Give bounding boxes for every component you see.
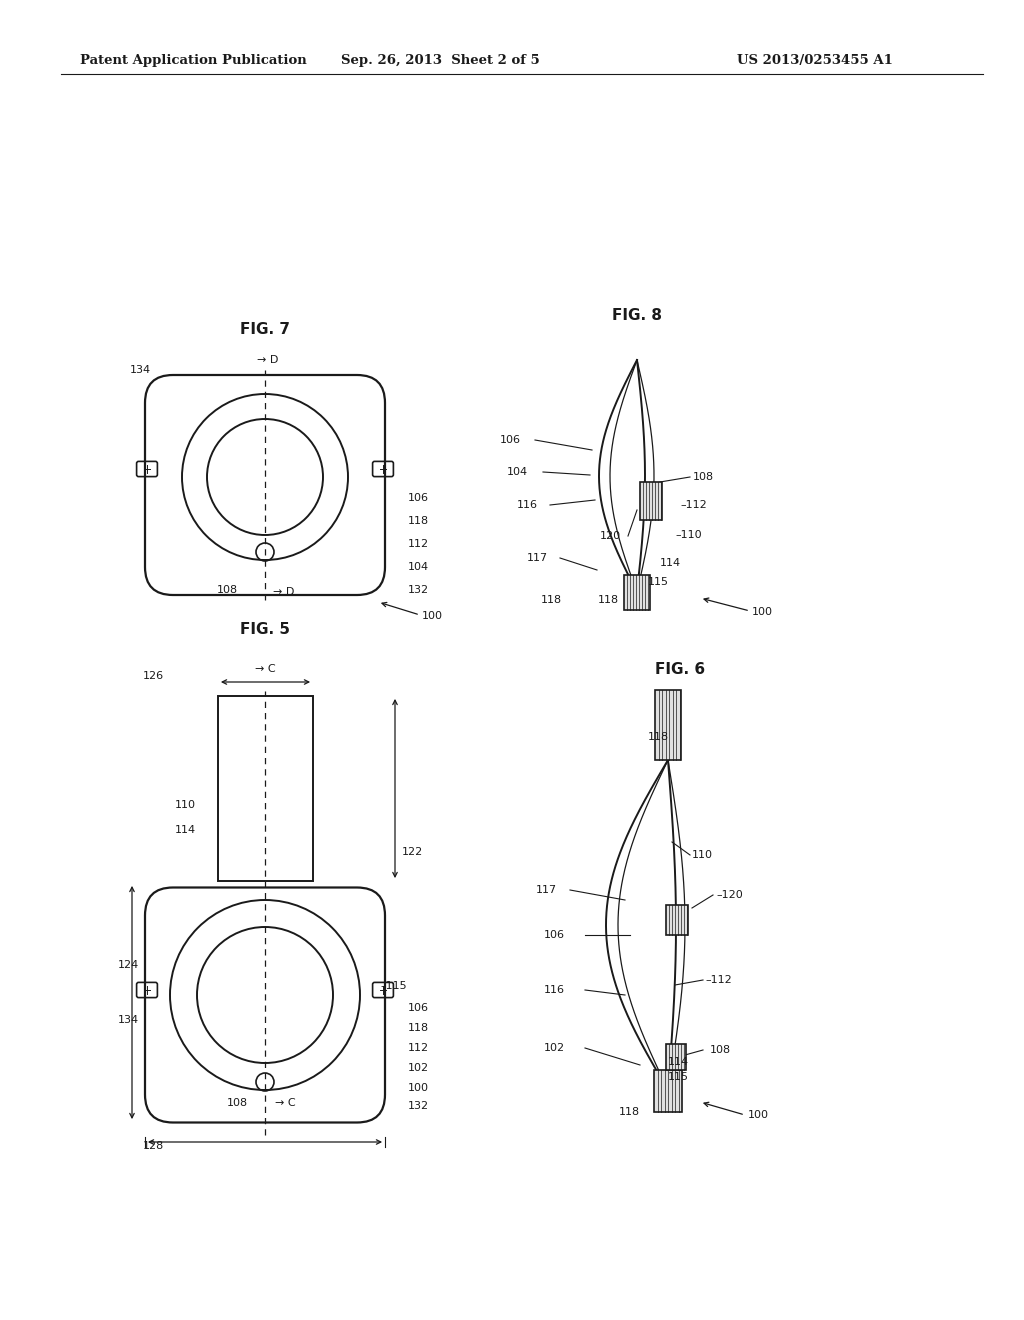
Text: → D: → D	[273, 587, 294, 597]
Bar	[624, 576, 650, 610]
Text: 114: 114	[668, 1057, 689, 1067]
Text: 118: 118	[648, 733, 669, 742]
Text: 102: 102	[544, 1043, 565, 1053]
Text: 112: 112	[408, 539, 429, 549]
Text: 108: 108	[693, 473, 714, 482]
Text: 118: 118	[598, 595, 620, 605]
Text: 110: 110	[692, 850, 713, 861]
Text: 117: 117	[527, 553, 548, 564]
Text: 134: 134	[130, 366, 152, 375]
Text: 115: 115	[648, 577, 669, 587]
Bar	[218, 696, 313, 880]
Text: 100: 100	[752, 607, 773, 616]
Text: FIG. 7: FIG. 7	[240, 322, 290, 338]
Text: 132: 132	[408, 1101, 429, 1111]
Text: 106: 106	[544, 931, 565, 940]
Text: 118: 118	[541, 595, 562, 605]
Text: → C: → C	[275, 1098, 296, 1107]
Text: –112: –112	[680, 500, 707, 510]
Text: 117: 117	[536, 884, 557, 895]
Text: –115: –115	[380, 981, 407, 991]
Text: –120: –120	[716, 890, 742, 900]
Bar	[666, 1044, 686, 1071]
Text: US 2013/0253455 A1: US 2013/0253455 A1	[737, 54, 893, 67]
Text: → D: → D	[257, 355, 279, 366]
Text: 106: 106	[500, 436, 521, 445]
Text: 102: 102	[408, 1063, 429, 1073]
Text: 120: 120	[600, 531, 622, 541]
Text: 108: 108	[710, 1045, 731, 1055]
Text: 124: 124	[118, 960, 139, 970]
Text: FIG. 6: FIG. 6	[655, 663, 706, 677]
Text: 128: 128	[143, 1140, 164, 1151]
Text: 118: 118	[618, 1107, 640, 1117]
Text: 114: 114	[175, 825, 197, 836]
Text: 110: 110	[175, 800, 196, 810]
Text: Patent Application Publication: Patent Application Publication	[80, 54, 306, 67]
Text: –112: –112	[705, 975, 732, 985]
Text: 118: 118	[408, 516, 429, 525]
Text: 108: 108	[227, 1098, 248, 1107]
Text: 104: 104	[408, 562, 429, 572]
Text: 104: 104	[507, 467, 528, 477]
Text: 100: 100	[422, 611, 443, 620]
Bar	[654, 1071, 682, 1111]
Text: 122: 122	[402, 847, 423, 857]
Bar	[655, 690, 681, 760]
Text: 108: 108	[217, 585, 239, 595]
Text: 116: 116	[517, 500, 538, 510]
Text: FIG. 8: FIG. 8	[612, 308, 662, 322]
Text: 114: 114	[660, 558, 681, 568]
Text: 118: 118	[408, 1023, 429, 1034]
Text: 100: 100	[748, 1110, 769, 1119]
Text: 134: 134	[118, 1015, 139, 1026]
Text: 106: 106	[408, 492, 429, 503]
Text: 100: 100	[408, 1082, 429, 1093]
Text: 132: 132	[408, 585, 429, 595]
Text: 112: 112	[408, 1043, 429, 1053]
Text: 106: 106	[408, 1003, 429, 1012]
Text: FIG. 5: FIG. 5	[240, 623, 290, 638]
Text: –110: –110	[675, 531, 701, 540]
Bar	[640, 482, 662, 520]
Text: Sep. 26, 2013  Sheet 2 of 5: Sep. 26, 2013 Sheet 2 of 5	[341, 54, 540, 67]
Text: 115: 115	[668, 1072, 689, 1082]
Text: 126: 126	[143, 671, 164, 681]
Bar	[666, 906, 688, 935]
Text: → C: → C	[255, 664, 275, 675]
Text: 116: 116	[544, 985, 565, 995]
